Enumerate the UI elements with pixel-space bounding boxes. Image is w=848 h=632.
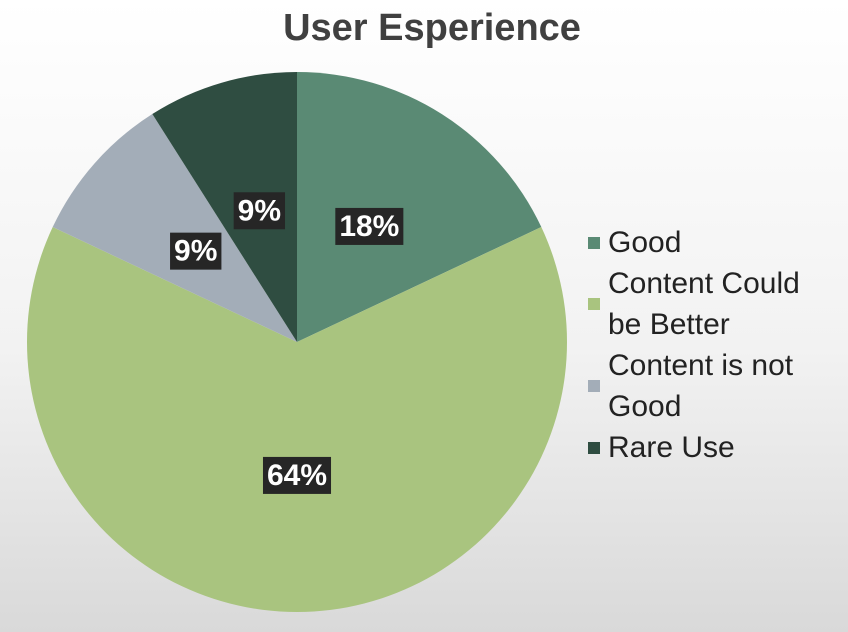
data-label-text: 18% xyxy=(339,210,399,243)
data-label-text: 9% xyxy=(174,235,217,268)
data-label: 9% xyxy=(170,232,222,270)
data-label-text: 64% xyxy=(267,459,327,492)
chart-title: User Esperience xyxy=(283,7,581,49)
legend-swatch xyxy=(588,441,600,454)
pie-slice xyxy=(52,114,297,342)
legend-swatch xyxy=(588,380,600,392)
pie-slice xyxy=(297,72,542,342)
data-label-box xyxy=(170,232,222,270)
data-label-text: 9% xyxy=(238,194,281,227)
pie-slice xyxy=(152,72,297,342)
legend-swatch xyxy=(588,236,600,249)
data-label: 64% xyxy=(262,456,332,494)
legend-label: Rare Use xyxy=(608,431,735,464)
legend-item: Content is not Good xyxy=(588,345,838,427)
data-label-box xyxy=(262,456,332,494)
legend-label: Good xyxy=(608,226,682,259)
data-label-box xyxy=(335,207,404,245)
data-label-box xyxy=(233,192,286,230)
legend-label: Content is not Good xyxy=(608,349,794,423)
legend: Good Content Could be Better Content is no… xyxy=(588,222,838,468)
pie-slice xyxy=(26,227,568,612)
legend-item: Rare Use xyxy=(588,427,838,468)
legend-label: Content Could be Better xyxy=(608,267,800,341)
data-label: 18% xyxy=(335,207,404,245)
legend-item: Good xyxy=(588,222,838,263)
data-label: 9% xyxy=(233,192,286,230)
legend-swatch xyxy=(588,298,600,310)
legend-item: Content Could be Better xyxy=(588,263,838,345)
